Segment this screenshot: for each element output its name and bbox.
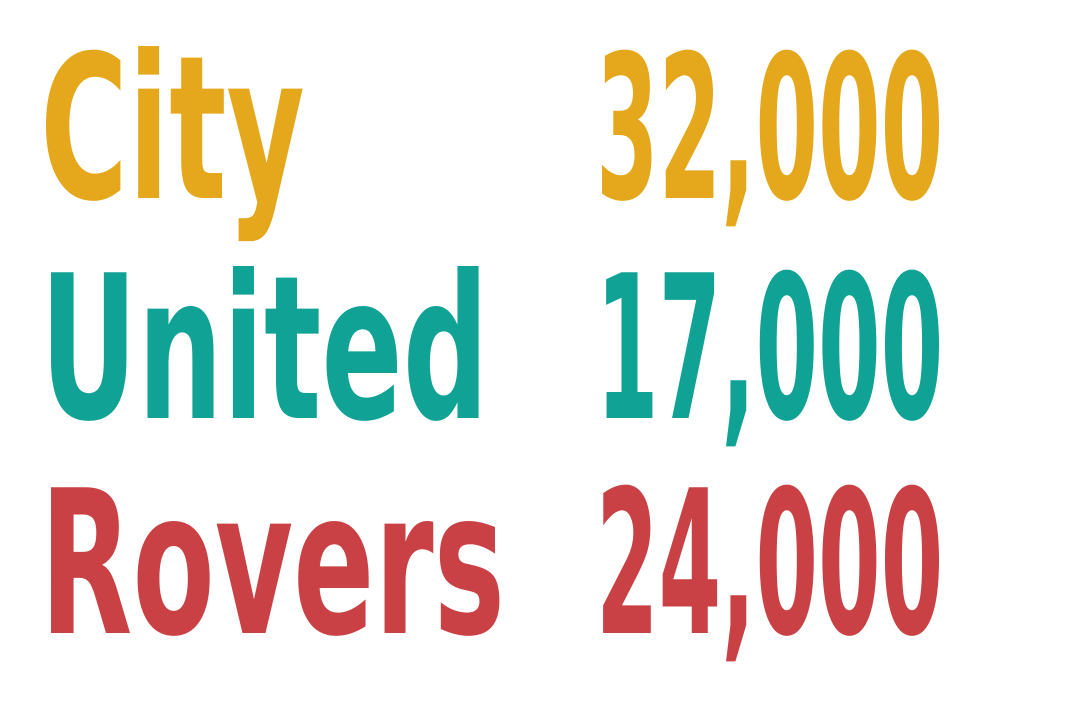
table-row: United 17,000 bbox=[0, 240, 1066, 460]
team-label: United bbox=[40, 233, 489, 466]
team-label: City bbox=[40, 13, 305, 246]
table-row: Rovers 24,000 bbox=[0, 455, 1066, 675]
team-value: 24,000 bbox=[596, 448, 944, 681]
team-value: 32,000 bbox=[596, 13, 944, 246]
team-value: 17,000 bbox=[596, 233, 944, 466]
team-label: Rovers bbox=[40, 448, 506, 681]
table-row: City 32,000 bbox=[0, 20, 1066, 240]
